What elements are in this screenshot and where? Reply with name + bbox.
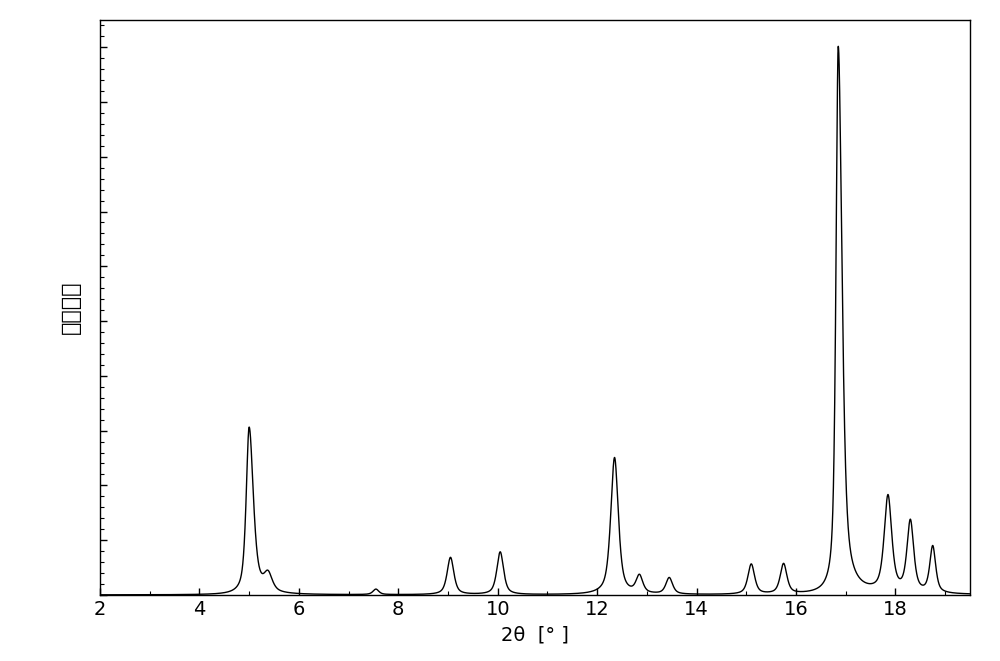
Y-axis label: 每秒计数: 每秒计数 [61, 281, 81, 334]
X-axis label: 2θ  [° ]: 2θ [° ] [501, 626, 569, 644]
